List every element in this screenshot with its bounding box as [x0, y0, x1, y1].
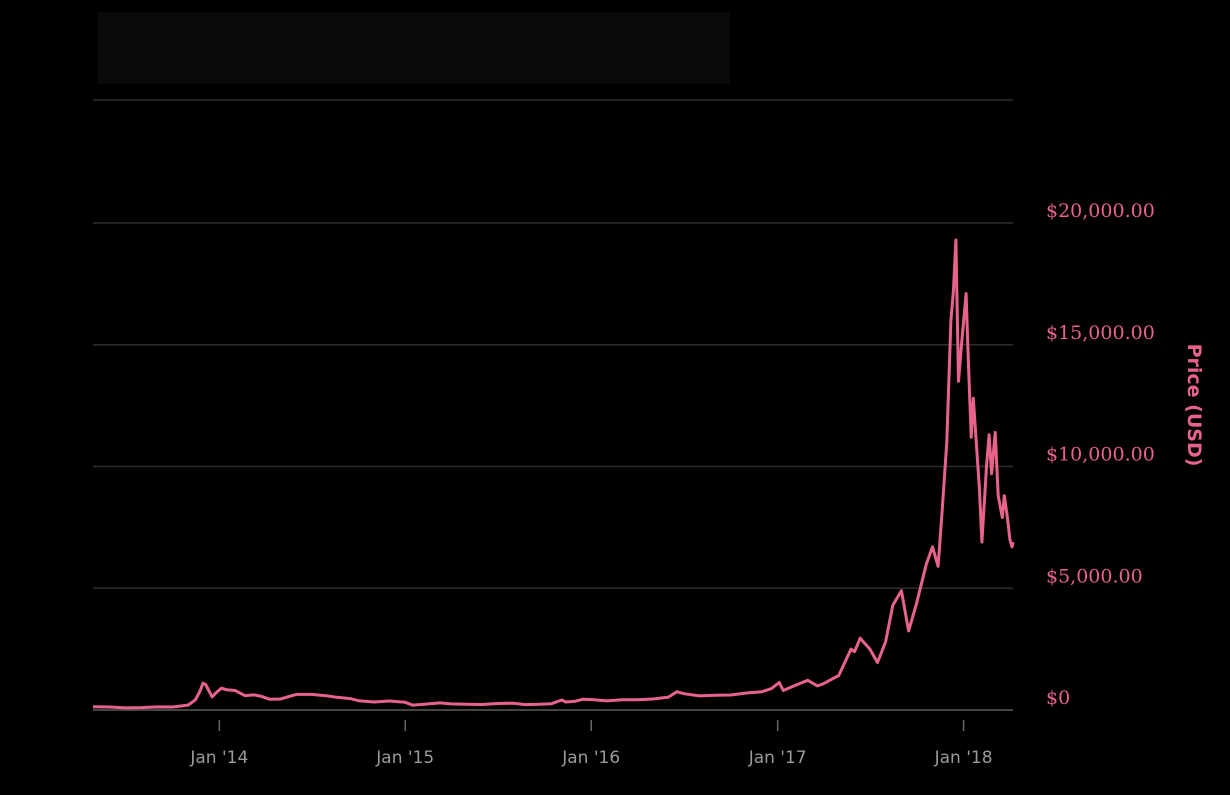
price-line-group: [92, 238, 1015, 710]
y-tick-label: $10,000.00: [1046, 444, 1155, 466]
chart-title-placeholder: [98, 12, 730, 84]
y-tick-label: $0: [1046, 687, 1070, 709]
grid-lines: [93, 99, 1013, 711]
y-axis-ticks: $0 $5,000.00 $10,000.00 $15,000.00 $20,000.0…: [1046, 200, 1155, 709]
price-series-line: [92, 238, 1015, 710]
x-tick-label: Jan '15: [375, 748, 434, 768]
y-tick-label: $5,000.00: [1046, 565, 1143, 587]
x-tick-label: Jan '17: [748, 748, 807, 768]
x-tick-label: Jan '18: [934, 748, 993, 768]
y-tick-label: $20,000.00: [1046, 200, 1155, 222]
x-tick-label: Jan '16: [561, 748, 620, 768]
x-tick-label: Jan '14: [189, 748, 248, 768]
y-tick-label: $15,000.00: [1046, 322, 1155, 344]
y-axis-label: Price (USD): [1183, 344, 1205, 467]
x-axis-ticks: Jan '14 Jan '15 Jan '16 Jan '17 Jan '18: [189, 720, 993, 768]
